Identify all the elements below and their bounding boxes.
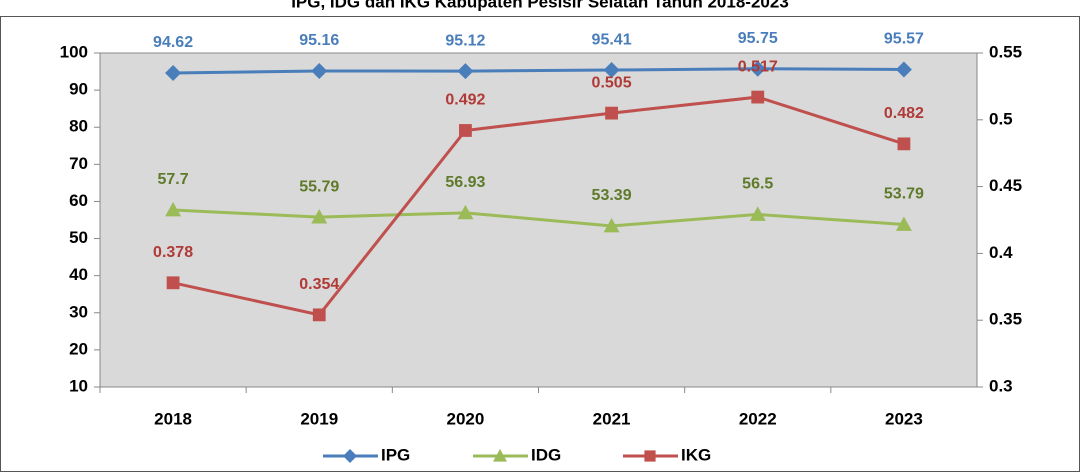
x-tick-label: 2022 <box>739 409 777 428</box>
data-label: 0.378 <box>153 244 193 261</box>
marker <box>644 450 656 462</box>
series-line <box>173 67 904 75</box>
data-label: 95.75 <box>738 30 778 47</box>
x-tick-label: 2023 <box>885 409 923 428</box>
marker <box>895 216 912 231</box>
y-tick-label: 20 <box>69 339 88 358</box>
data-label: 56.93 <box>445 174 485 191</box>
data-label: 0.492 <box>445 92 485 109</box>
y-tick-label: 50 <box>69 228 88 247</box>
data-label: 53.39 <box>592 187 632 204</box>
data-label: 95.41 <box>592 31 632 48</box>
x-tick-label: 2018 <box>154 409 192 428</box>
legend-label: IKG <box>681 445 711 464</box>
data-label: 95.57 <box>884 31 924 48</box>
data-label: 95.16 <box>299 32 339 49</box>
marker <box>343 449 357 463</box>
y2-tick-label: 0.3 <box>989 376 1013 395</box>
y2-tick-label: 0.4 <box>989 243 1013 262</box>
x-tick-label: 2020 <box>447 409 485 428</box>
marker <box>493 449 507 462</box>
data-label: 94.62 <box>153 34 193 51</box>
marker <box>749 206 766 221</box>
x-tick-label: 2019 <box>300 409 338 428</box>
x-tick-label: 2021 <box>593 409 631 428</box>
data-label: 57.7 <box>158 171 189 188</box>
y-tick-label: 10 <box>69 376 88 395</box>
y-tick-label: 100 <box>60 42 88 61</box>
marker <box>749 60 766 77</box>
marker <box>312 308 326 322</box>
legend-label: IDG <box>531 445 561 464</box>
series-line <box>173 208 905 228</box>
data-label: 55.79 <box>299 178 339 195</box>
data-label: 0.505 <box>592 74 632 91</box>
data-label: 0.354 <box>299 276 339 293</box>
marker <box>166 276 180 290</box>
y2-tick-label: 0.5 <box>989 109 1013 128</box>
marker <box>603 62 620 79</box>
marker <box>165 201 182 217</box>
marker <box>459 124 472 137</box>
data-label: 53.79 <box>884 186 924 203</box>
data-label: 56.5 <box>742 176 773 193</box>
marker <box>751 90 765 104</box>
y-tick-label: 30 <box>69 302 88 321</box>
series-line <box>172 95 905 317</box>
marker <box>311 209 328 224</box>
data-label: 0.517 <box>738 58 778 75</box>
marker <box>165 64 182 81</box>
legend-label: IPG <box>381 445 410 464</box>
marker <box>457 63 474 80</box>
marker <box>603 217 620 233</box>
y2-tick-label: 0.35 <box>989 310 1022 329</box>
marker <box>457 204 474 220</box>
y-tick-label: 40 <box>69 265 88 284</box>
marker <box>897 137 911 151</box>
y2-tick-label: 0.55 <box>989 42 1022 61</box>
y-tick-label: 60 <box>69 191 88 210</box>
marker <box>311 62 328 79</box>
marker <box>895 61 912 78</box>
marker <box>605 106 618 120</box>
y-tick-label: 70 <box>69 154 88 173</box>
chart-title: IPG, IDG dan IKG Kabupaten Pesisir Selat… <box>291 0 789 11</box>
data-label: 95.12 <box>445 32 485 49</box>
y-tick-label: 90 <box>69 80 88 99</box>
y-tick-label: 80 <box>69 117 88 136</box>
y2-tick-label: 0.45 <box>989 176 1022 195</box>
data-label: 0.482 <box>884 105 924 122</box>
